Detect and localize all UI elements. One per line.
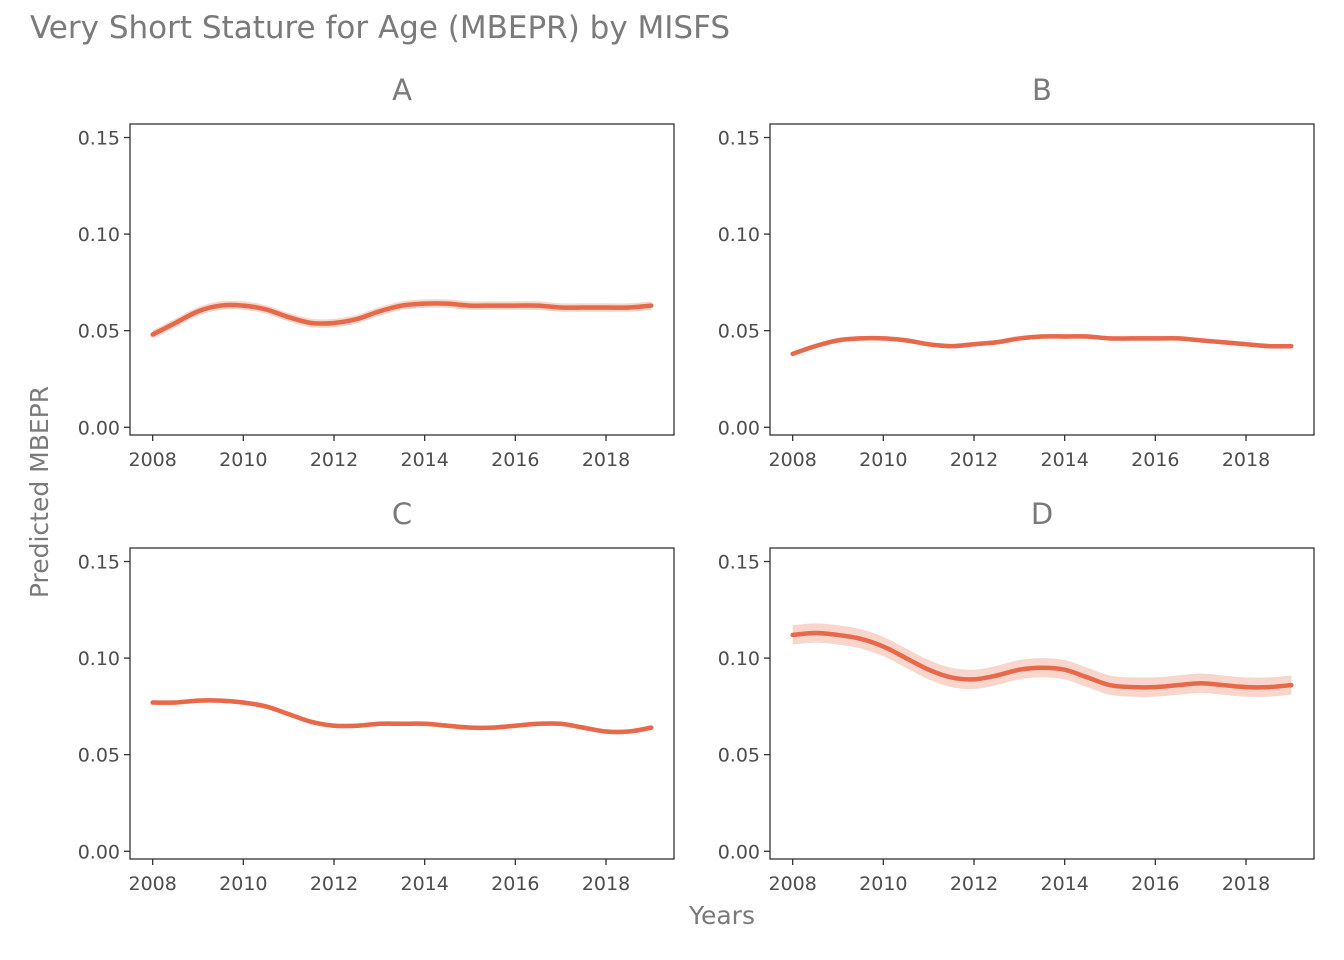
- x-tick-label: 2018: [582, 873, 630, 895]
- x-tick-label: 2012: [310, 449, 358, 471]
- y-tick-label: 0.10: [78, 648, 120, 670]
- y-tick-label: 0.05: [718, 321, 760, 343]
- x-tick-label: 2016: [491, 449, 539, 471]
- x-tick-label: 2010: [859, 449, 907, 471]
- panel-strip-label: A: [392, 73, 412, 107]
- panel-d: D 0.00 0.05 0.10 0.15 2008 2010 2012 2014 2016 201…: [718, 497, 1315, 895]
- panel-a: A 0.00 0.05 0.10 0.15 2008 2010 2012 2014 2016 201…: [78, 73, 675, 471]
- x-tick-label: 2014: [400, 449, 448, 471]
- y-tick-label: 0.15: [718, 552, 760, 574]
- x-tick-label: 2010: [859, 873, 907, 895]
- panel-frame: [129, 547, 675, 860]
- y-tick-label: 0.05: [718, 745, 760, 767]
- panel-strip-label: C: [392, 497, 412, 531]
- y-tick-label: 0.00: [78, 417, 120, 439]
- x-axis-label: Years: [688, 901, 755, 930]
- x-tick-label: 2014: [1040, 873, 1088, 895]
- panel-strip-label: B: [1032, 73, 1052, 107]
- y-tick-label: 0.10: [78, 224, 120, 246]
- panel-b: B 0.00 0.05 0.10 0.15 2008 2010 2012 2014 2016 201…: [718, 73, 1315, 471]
- x-tick-label: 2018: [1222, 449, 1270, 471]
- x-tick-label: 2016: [1131, 449, 1179, 471]
- chart-title: Very Short Stature for Age (MBEPR) by MI…: [30, 10, 730, 46]
- y-tick-label: 0.05: [78, 745, 120, 767]
- x-tick-label: 2010: [219, 873, 267, 895]
- x-tick-label: 2008: [128, 873, 176, 895]
- y-tick-label: 0.00: [718, 841, 760, 863]
- x-tick-label: 2012: [310, 873, 358, 895]
- x-tick-label: 2018: [1222, 873, 1270, 895]
- confidence-band: [152, 698, 652, 735]
- x-tick-label: 2012: [950, 449, 998, 471]
- x-tick-label: 2010: [219, 449, 267, 471]
- y-tick-label: 0.15: [78, 552, 120, 574]
- panel-frame: [129, 123, 675, 436]
- y-tick-label: 0.00: [718, 417, 760, 439]
- y-tick-label: 0.15: [78, 128, 120, 150]
- confidence-band: [152, 299, 652, 339]
- y-tick-label: 0.10: [718, 648, 760, 670]
- y-axis-label: Predicted MBEPR: [25, 386, 54, 598]
- x-tick-label: 2014: [1040, 449, 1088, 471]
- panel-c: C 0.00 0.05 0.10 0.15 2008 2010 2012 2014 2016 201…: [78, 497, 675, 895]
- x-tick-label: 2018: [582, 449, 630, 471]
- x-tick-label: 2012: [950, 873, 998, 895]
- x-tick-label: 2008: [128, 449, 176, 471]
- series-line: [150, 301, 654, 337]
- series-line: [790, 334, 1294, 357]
- confidence-band: [792, 623, 1292, 697]
- panel-frame: [769, 123, 1315, 436]
- x-tick-label: 2016: [1131, 873, 1179, 895]
- x-tick-label: 2014: [400, 873, 448, 895]
- y-tick-label: 0.15: [718, 128, 760, 150]
- facet-panels: A 0.00 0.05 0.10 0.15 2008 2010 2012 2014 2016 201…: [78, 73, 1315, 895]
- x-tick-label: 2008: [768, 873, 816, 895]
- panel-strip-label: D: [1031, 497, 1053, 531]
- y-tick-label: 0.05: [78, 321, 120, 343]
- y-tick-label: 0.10: [718, 224, 760, 246]
- x-tick-label: 2016: [491, 873, 539, 895]
- x-tick-label: 2008: [768, 449, 816, 471]
- series-line: [150, 698, 654, 735]
- y-tick-label: 0.00: [78, 841, 120, 863]
- panel-frame: [769, 547, 1315, 860]
- series-line: [790, 630, 1294, 690]
